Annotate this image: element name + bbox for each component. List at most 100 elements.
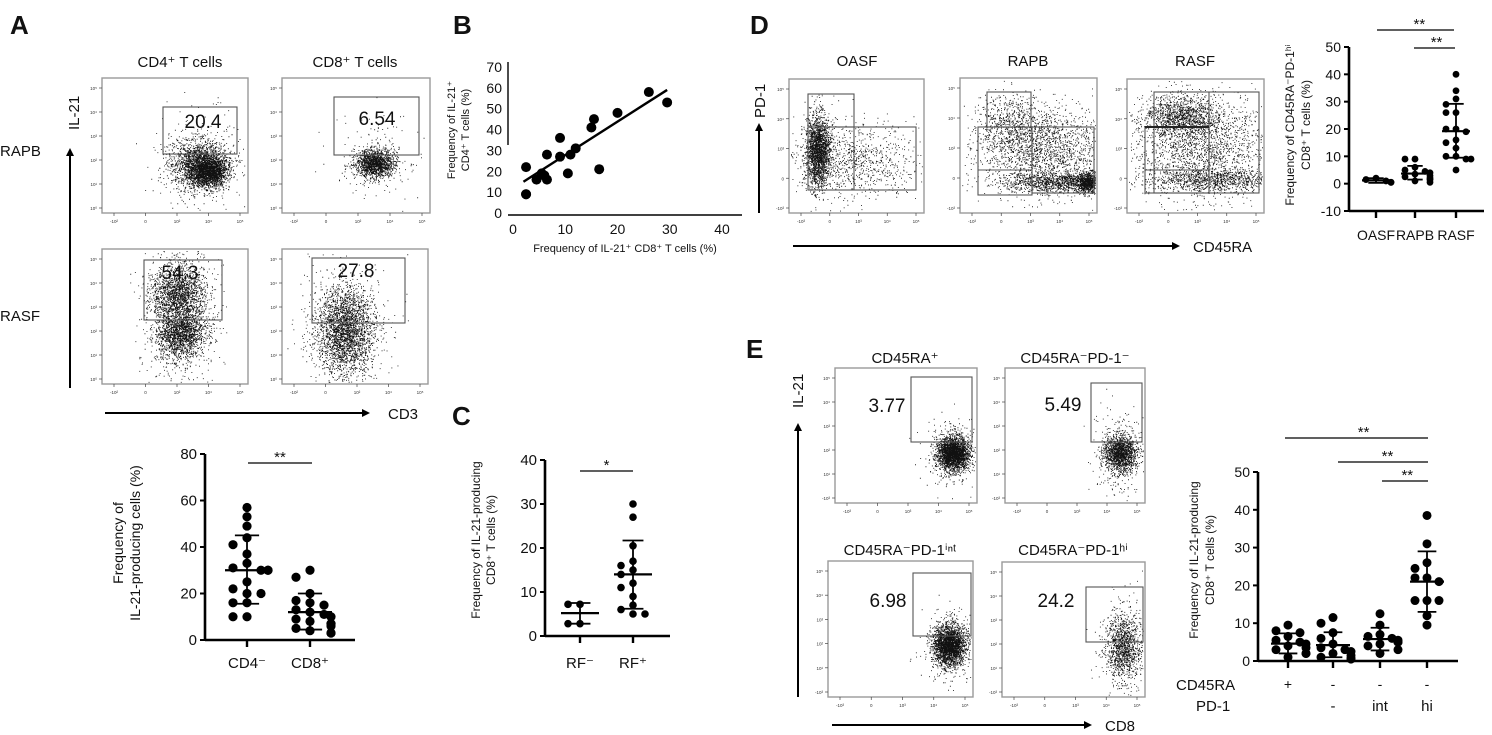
data-point [521,162,532,173]
data-point [319,600,329,610]
y-tick-label: 10⁵ [90,257,97,262]
x-tick-label: 10⁵ [419,219,426,224]
x-tick-label: 10⁴ [930,703,937,708]
x-tick-label: 10⁵ [1253,219,1260,224]
data-point [228,612,238,622]
x-tick-label: 10⁴ [385,390,392,395]
row-label-rapb: RAPB [0,143,41,160]
y-tick-label: 10⁵ [948,86,955,91]
x-tick-label: 0 [325,219,328,224]
data-point [1452,70,1460,78]
gate [143,259,223,321]
data-point [629,610,637,618]
flow-events [136,92,246,211]
x-tick-label: 10² [174,390,181,395]
y-tick-label: 70 [486,59,502,75]
y-tick-label: 20 [486,163,502,179]
y-tick-label: 10⁴ [816,593,823,598]
data-point [228,540,238,550]
y-tick-label: 10⁵ [777,87,784,92]
x-tick-label: 10⁴ [884,219,891,224]
y-axis-label: IL-21-producing cells (%) [127,465,143,621]
y-tick-label: 10⁵ [270,86,277,91]
y-tick-label: 10¹ [270,182,277,187]
x-tick-label: 20 [610,221,626,237]
cd45ra-status: - [1331,676,1336,692]
flow-e-pd1-int: 6.98 -10³ 0 10³ 10⁴ 10⁵ -10³ 10¹ 10² 10³ 10⁴ 10⁵ [815,560,974,708]
significance-label: ** [1431,34,1443,51]
data-point [588,114,599,125]
panel-label-c: C [452,401,471,431]
y-tick-label: 10⁵ [270,257,277,262]
x-tick-label: 10² [354,390,361,395]
pd1-status: int [1372,698,1389,715]
y-tick-label: 10² [270,158,277,163]
flow-d-oasf: -10³ 0 10³ 10⁴ 10⁵ -10³ 0 10³ 10⁴ 10⁵ [776,78,925,224]
y-tick-label: 10⁴ [990,594,997,599]
y-tick-label: 10¹ [90,182,97,187]
flow-d-rasf: -10³ 0 10³ 10⁴ 10⁵ -10³ 0 10³ 10⁴ 10⁵ [1114,78,1265,224]
data-point [242,521,252,531]
x-tick-label: 0 [828,219,831,224]
row-label-pd1: PD-1 [1196,698,1230,715]
data-point [1422,620,1432,630]
x-tick-label: 10⁴ [1104,509,1111,514]
x-axis-label-cd45ra: CD45RA [1193,239,1252,256]
y-axis-label: Frequency of IL-21-producing [1187,481,1201,638]
y-tick-label: 10¹ [90,353,97,358]
data-point [291,572,301,582]
data-point [1328,613,1338,623]
y-tick-label: 10¹ [993,472,1000,477]
y-tick-label: 10⁴ [270,110,277,115]
row-label-cd45ra: CD45RA [1176,677,1235,694]
significance-label: ** [1414,16,1426,33]
y-tick-label: 10³ [270,305,277,310]
x-tick-label: 0 [324,390,327,395]
flow-events [791,93,923,212]
gate-percentage: 27.8 [338,261,375,282]
category-label: RF⁺ [619,655,647,672]
x-tick-label: 10³ [1194,219,1201,224]
y-tick-label: 0 [494,205,502,221]
y-tick-label: 30 [1325,94,1341,110]
y-tick-label: 60 [486,80,502,96]
data-point [1283,652,1293,662]
data-point [1271,645,1281,655]
gate [910,376,973,443]
x-tick-label: -10³ [1135,219,1144,224]
x-tick-label: -10³ [968,219,977,224]
data-point [1452,166,1460,174]
data-point [291,595,301,606]
flow-title-oasf: OASF [837,53,878,70]
data-point [1411,155,1419,163]
data-point [617,561,625,570]
gate-percentage: 3.77 [869,396,906,417]
gate [333,96,420,156]
data-point [1442,152,1450,160]
x-tick-label: 10³ [1072,703,1079,708]
significance-label: ** [1382,448,1394,465]
data-point [1316,633,1326,643]
flow-title-pd1-int: CD45RA⁻PD-1ⁱⁿᵗ [844,542,957,559]
data-point [1271,635,1281,645]
significance-label: * [604,457,610,474]
x-tick-label: 10³ [855,219,862,224]
y-tick-label: 0 [529,628,537,645]
y-axis-label-il21-e: IL-21 [790,374,807,408]
x-tick-label: -10² [110,219,119,224]
data-point [1410,573,1420,583]
x-tick-label: 10⁴ [205,219,212,224]
dot-plot-d: -10 0 10 20 30 40 50 Frequency of CD45RA⁻PD-1ʰⁱ… [1283,16,1484,243]
y-tick-label: 10⁴ [948,116,955,121]
y-tick-label: 10⁰ [270,206,277,211]
category-label: RF⁻ [566,655,594,672]
y-tick-label: 10⁴ [823,400,830,405]
x-axis-label: Frequency of IL-21⁺ CD8⁺ T cells (%) [533,243,717,255]
data-point [1393,645,1403,655]
y-tick-label: 0 [1333,176,1341,192]
x-tick-label: 0 [1000,219,1003,224]
y-tick-label: 10³ [823,424,830,429]
y-tick-label: 10² [993,448,1000,453]
gate-percentage: 54.3 [162,263,199,284]
